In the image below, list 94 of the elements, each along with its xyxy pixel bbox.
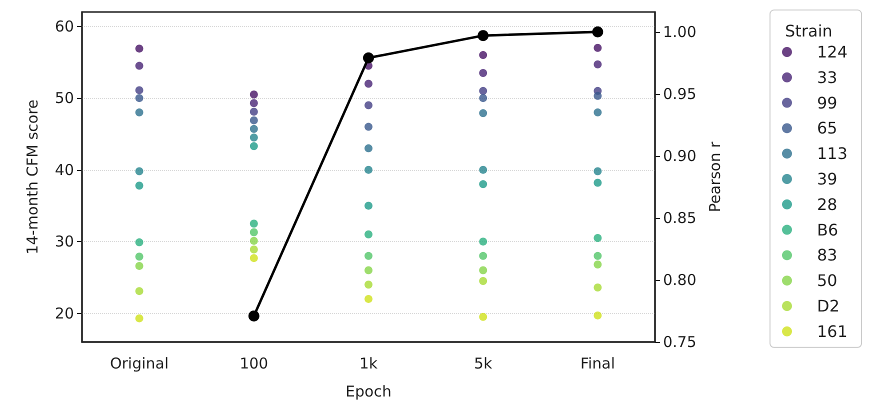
point	[135, 86, 144, 94]
point	[135, 108, 144, 116]
point	[248, 310, 260, 322]
point	[479, 238, 488, 246]
legend-label: B6	[817, 220, 838, 240]
point	[250, 254, 258, 262]
point	[479, 180, 488, 188]
y-axis-title: 14-month CFM score	[24, 99, 42, 255]
point	[250, 236, 258, 245]
point	[250, 220, 258, 228]
x-axis-title: Epoch	[346, 382, 392, 400]
point	[594, 283, 602, 292]
legend-label: 28	[817, 194, 838, 214]
point	[250, 108, 258, 116]
x-tick-label: 1k	[359, 354, 378, 372]
point	[135, 182, 144, 190]
legend-title: Strain	[785, 22, 832, 40]
y2-tick-label: 1.00	[663, 22, 696, 41]
y-tick-label: 60	[54, 17, 74, 36]
y-tick-label: 20	[54, 304, 74, 322]
point	[363, 52, 374, 64]
y-tick-label: 30	[54, 232, 74, 251]
point	[479, 51, 488, 60]
point	[594, 260, 602, 269]
point	[135, 252, 144, 261]
point	[250, 245, 258, 254]
point	[364, 101, 372, 110]
point	[135, 62, 144, 70]
y2-tick-label: 0.95	[663, 84, 696, 103]
point	[479, 109, 488, 118]
point	[594, 60, 602, 68]
point	[594, 92, 602, 100]
point	[135, 167, 144, 176]
point	[592, 26, 604, 38]
y-tick-label: 40	[54, 160, 74, 179]
point	[594, 108, 602, 116]
point	[479, 277, 488, 286]
point	[135, 238, 144, 246]
legend-label: 39	[817, 170, 838, 188]
point	[364, 230, 372, 238]
x-tick-label: Final	[580, 354, 615, 372]
legend-label: 33	[817, 68, 838, 87]
point	[479, 312, 488, 321]
point	[135, 44, 144, 53]
legend-label: 124	[817, 42, 848, 62]
y2-axis-title: Pearson r	[706, 140, 724, 212]
legend-label: 83	[817, 246, 838, 265]
legend-label: 113	[817, 144, 848, 164]
x-tick-label: 5k	[474, 354, 493, 372]
point	[594, 178, 602, 187]
point	[479, 86, 488, 95]
point	[594, 252, 602, 260]
legend-label: 65	[817, 118, 838, 138]
point	[479, 252, 488, 260]
point	[250, 124, 258, 133]
point	[250, 99, 258, 108]
y2-tick-label: 0.85	[663, 208, 696, 227]
point	[479, 166, 488, 174]
point	[364, 294, 372, 303]
point	[594, 167, 602, 176]
point	[135, 287, 144, 296]
point	[250, 134, 258, 142]
legend-label: 99	[817, 93, 838, 112]
point	[479, 94, 488, 102]
point	[364, 166, 372, 174]
point	[135, 94, 144, 102]
point	[594, 311, 602, 320]
point	[250, 228, 258, 236]
y2-tick-label: 0.75	[663, 333, 696, 351]
legend-label: 161	[817, 322, 848, 341]
y2-tick-label: 0.90	[663, 146, 696, 165]
x-tick-label: Original	[110, 354, 169, 372]
point	[135, 262, 144, 270]
point	[135, 314, 144, 322]
point	[364, 144, 372, 152]
y-tick-label: 50	[54, 89, 74, 108]
legend-label: 50	[817, 271, 838, 290]
point	[478, 30, 489, 42]
point	[364, 122, 372, 131]
point	[364, 266, 372, 274]
x-tick-label: 100	[240, 354, 268, 372]
point	[364, 280, 372, 289]
point	[364, 80, 372, 88]
point	[250, 142, 258, 150]
point	[479, 266, 488, 274]
point	[250, 116, 258, 124]
point	[594, 234, 602, 242]
point	[364, 202, 372, 210]
legend-label: D2	[817, 296, 840, 316]
y2-tick-label: 0.80	[663, 270, 696, 289]
point	[479, 68, 488, 77]
point	[364, 252, 372, 260]
point	[594, 44, 602, 52]
point	[250, 90, 258, 98]
